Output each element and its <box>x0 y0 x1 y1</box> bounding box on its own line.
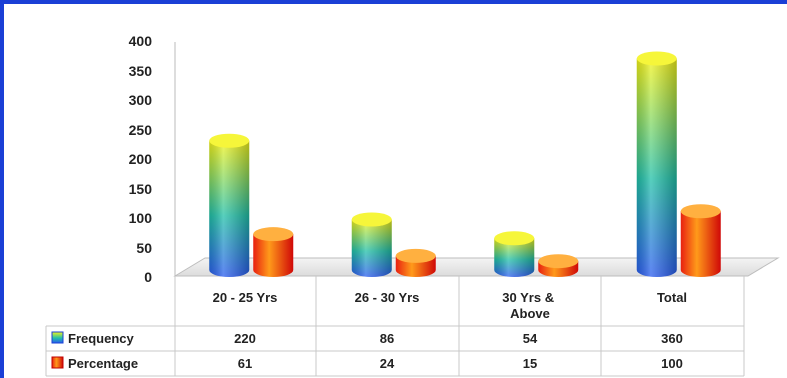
bar-frequency-shade <box>351 219 392 277</box>
table-cell-percentage: 61 <box>238 356 252 371</box>
legend-percentage-swatch <box>51 356 64 369</box>
data-table <box>45 276 745 377</box>
bar-percentage <box>395 248 436 277</box>
category-label: 30 Yrs & Above <box>502 290 557 321</box>
bar-frequency-shade <box>209 140 250 277</box>
bar-percentage-top <box>538 254 579 269</box>
table-cell-percentage: 24 <box>380 356 395 371</box>
category-label: 20 - 25 Yrs <box>213 290 278 305</box>
table-cell-frequency: 360 <box>661 331 683 346</box>
bar-percentage-body <box>680 211 721 277</box>
y-tick-label: 200 <box>129 151 153 167</box>
legend-frequency-swatch <box>51 331 64 344</box>
category-label: 26 - 30 Yrs <box>355 290 420 305</box>
y-tick-label: 300 <box>129 92 153 108</box>
table-cell-frequency: 54 <box>523 331 538 346</box>
category-label-line-1: 30 Yrs & <box>502 290 554 305</box>
bar-frequency-shade <box>636 58 677 277</box>
legend-frequency-label: Frequency <box>68 331 135 346</box>
bar-frequency-shade <box>494 238 535 277</box>
bar-frequency <box>209 133 250 277</box>
table-cell-frequency: 86 <box>380 331 394 346</box>
bar-frequency-top <box>494 231 535 246</box>
legend-percentage-label: Percentage <box>68 356 138 371</box>
y-tick-label: 250 <box>129 122 153 138</box>
bar-percentage <box>538 254 579 277</box>
y-tick-label: 350 <box>129 63 153 79</box>
y-tick-label: 50 <box>136 240 152 256</box>
table-cell-percentage: 100 <box>661 356 683 371</box>
y-tick-label: 150 <box>129 181 153 197</box>
category-label-line-2: Above <box>510 306 550 321</box>
y-axis-ticks: 400 350 300 250 200 150 100 50 0 <box>129 33 153 285</box>
bar-percentage-top <box>395 248 436 263</box>
legend-percentage: Percentage <box>51 356 138 371</box>
y-tick-label: 0 <box>144 269 152 285</box>
bar-percentage-top <box>253 227 294 242</box>
bar-frequency-top <box>209 133 250 148</box>
table-cell-frequency: 220 <box>234 331 256 346</box>
bar-percentage-top <box>680 204 721 219</box>
bar-percentage <box>680 204 721 277</box>
legend-frequency: Frequency <box>51 331 135 346</box>
bar-frequency-top <box>351 212 392 227</box>
bar-frequency-top <box>636 51 677 66</box>
category-label: Total <box>657 290 687 305</box>
y-tick-label: 100 <box>129 210 153 226</box>
table-cell-percentage: 15 <box>523 356 537 371</box>
bars-group <box>209 51 721 277</box>
bar-frequency <box>636 51 677 277</box>
bar-percentage <box>253 227 294 277</box>
bar-frequency <box>351 212 392 277</box>
bar-frequency <box>494 231 535 277</box>
y-tick-label: 400 <box>129 33 153 49</box>
bar-percentage-body <box>253 234 294 277</box>
